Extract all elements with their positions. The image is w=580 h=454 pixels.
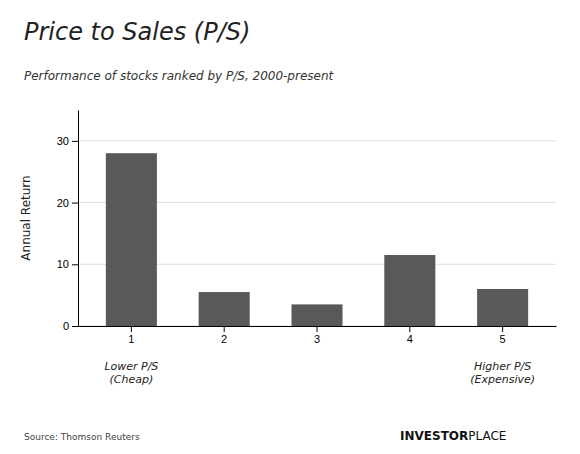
chart: Price to Sales (P/S) Performance of stock…	[0, 0, 580, 454]
plot: 0 10 20 30 1 2 3 4 5	[57, 111, 557, 345]
tick: 5	[500, 326, 506, 345]
tick: 4	[407, 326, 413, 345]
tick-mark	[502, 326, 503, 332]
tick-label: 20	[57, 197, 69, 209]
tick: 2	[221, 326, 227, 345]
annotation: Higher P/S(Expensive)	[470, 360, 535, 386]
bar	[384, 255, 435, 326]
title: Price to Sales (P/S)	[24, 18, 250, 46]
logo-text: INVESTOR	[400, 429, 468, 443]
annotation-line: Higher P/S	[474, 360, 531, 373]
tick-label: 2	[221, 333, 227, 345]
tick: 10	[57, 258, 78, 270]
tick-mark	[409, 326, 410, 332]
x-axis: 1 2 3 4 5	[79, 326, 557, 345]
bar	[199, 292, 250, 326]
subtitle: Performance of stocks ranked by P/S, 200…	[24, 69, 335, 83]
tick-mark	[131, 326, 132, 332]
tick-label: 5	[500, 333, 506, 345]
y-axis: 0 10 20 30	[57, 111, 79, 333]
grid-line	[78, 140, 556, 141]
tick-mark	[317, 326, 318, 332]
tick: 0	[63, 320, 78, 332]
bar	[291, 304, 342, 326]
tick-mark	[72, 326, 78, 327]
tick-label: 0	[63, 320, 69, 332]
y-axis-label: Annual Return	[19, 175, 33, 260]
tick: 3	[314, 326, 320, 345]
tick-mark	[72, 203, 78, 204]
tick-label: 10	[57, 258, 69, 270]
tick: 20	[57, 197, 78, 209]
annotation-line: (Expensive)	[470, 373, 535, 386]
annotation: Lower P/S(Cheap)	[104, 360, 158, 386]
annotation-line: (Cheap)	[110, 373, 154, 386]
tick: 1	[128, 326, 134, 345]
tick: 30	[57, 135, 78, 147]
tick-label: 30	[57, 135, 69, 147]
annotation-line: Lower P/S	[104, 360, 158, 373]
source: Source: Thomson Reuters	[24, 432, 140, 442]
axis-line	[78, 111, 79, 327]
tick-label: 1	[128, 333, 134, 345]
tick-mark	[72, 264, 78, 265]
bars	[106, 153, 528, 326]
tick-mark	[224, 326, 225, 332]
tick-label: 3	[314, 333, 320, 345]
tick-mark	[72, 141, 78, 142]
tick-label: 4	[407, 333, 413, 345]
bar	[106, 153, 157, 326]
grid	[78, 141, 556, 326]
logo-text: PLACE	[468, 429, 506, 443]
bar	[477, 289, 528, 326]
